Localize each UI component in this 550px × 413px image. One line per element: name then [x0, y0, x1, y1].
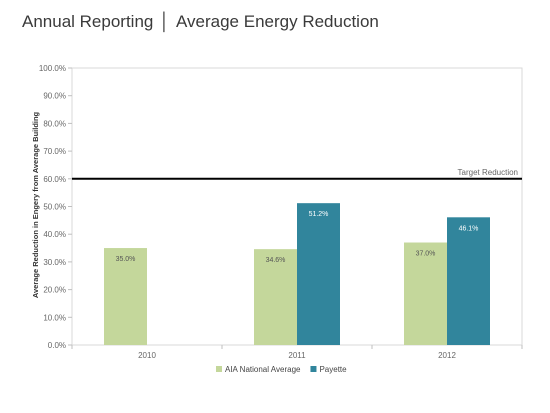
slide-title: Annual Reporting │ Average Energy Reductio…	[22, 12, 379, 32]
data-label: 35.0%	[116, 256, 136, 263]
legend-swatch	[310, 366, 317, 372]
y-axis-label: Average Reduction in Engery from Average…	[31, 111, 40, 298]
bar-aia-national-average	[404, 242, 447, 345]
bar-payette	[447, 217, 490, 345]
data-label: 46.1%	[459, 225, 479, 232]
bar-payette	[297, 203, 340, 345]
x-tick-label: 2012	[438, 351, 456, 360]
title-right: Average Energy Reduction	[176, 12, 379, 31]
y-tick-label: 0.0%	[48, 341, 66, 350]
data-label: 34.6%	[266, 257, 286, 264]
title-separator: │	[159, 12, 170, 31]
y-tick-label: 100.0%	[39, 64, 66, 73]
y-tick-label: 60.0%	[43, 175, 66, 184]
bar-aia-national-average	[104, 248, 147, 345]
bar-aia-national-average	[254, 249, 297, 345]
y-tick-label: 20.0%	[43, 286, 66, 295]
x-tick-label: 2011	[288, 351, 306, 360]
legend-label: AIA National Average	[225, 365, 301, 374]
data-label: 51.2%	[309, 211, 329, 218]
target-reduction-label: Target Reduction	[458, 168, 518, 177]
y-tick-label: 70.0%	[43, 147, 66, 156]
x-tick-label: 2010	[138, 351, 156, 360]
y-tick-label: 90.0%	[43, 92, 66, 101]
legend-label: Payette	[319, 365, 347, 374]
y-tick-label: 40.0%	[43, 230, 66, 239]
y-tick-label: 10.0%	[43, 313, 66, 322]
y-tick-label: 50.0%	[43, 203, 66, 212]
y-tick-label: 30.0%	[43, 258, 66, 267]
y-tick-label: 80.0%	[43, 119, 66, 128]
title-left: Annual Reporting	[22, 12, 154, 31]
legend-swatch	[216, 366, 222, 372]
data-label: 37.0%	[416, 251, 436, 258]
